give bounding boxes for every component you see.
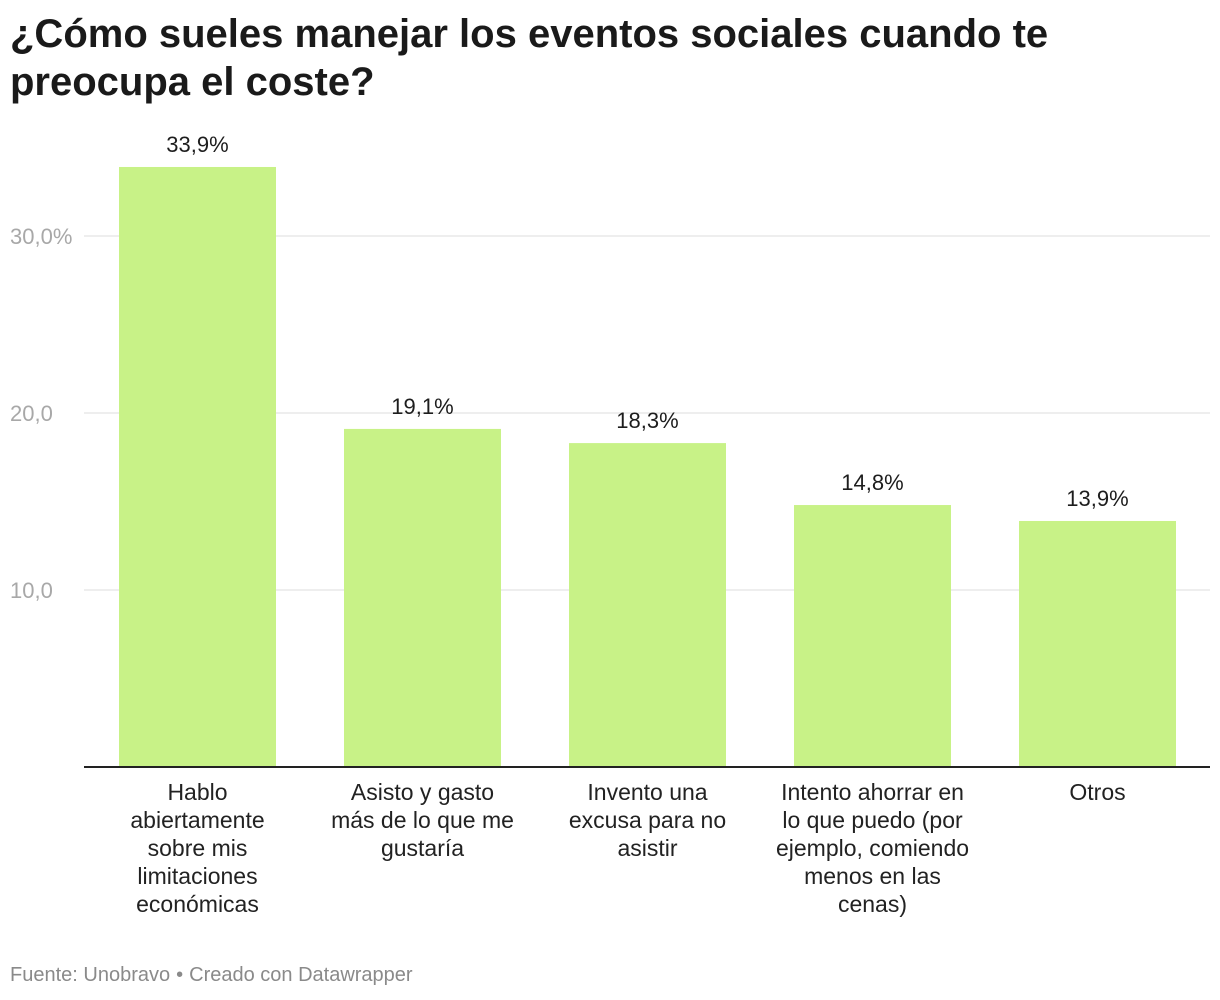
value-label: 13,9% <box>1066 486 1128 511</box>
bar <box>344 428 501 767</box>
category-label: Intento ahorrar en lo que puedo (por ejemp… <box>776 779 969 917</box>
category-label: Hablo abiertamente sobre mis limitaciones ec… <box>130 779 264 917</box>
bar <box>1019 520 1176 767</box>
y-tick-label: 20,0 <box>10 401 53 426</box>
bar <box>119 166 276 768</box>
value-labels: 33,9% 19,1% 18,3% 14,8% 13,9% <box>166 132 1128 511</box>
category-label: Asisto y gasto más de lo que me gustaría <box>331 779 514 861</box>
footer: Fuente: Unobravo • Creado con Datawrapper <box>10 964 413 987</box>
value-label: 18,3% <box>616 408 678 433</box>
bar <box>569 443 726 767</box>
separator: • <box>176 964 184 986</box>
bars <box>119 166 1176 768</box>
credit-text: Creado con Datawrapper <box>189 964 413 986</box>
y-tick-label: 10,0 <box>10 578 53 603</box>
value-label: 14,8% <box>841 470 903 495</box>
bar <box>794 505 951 767</box>
source-text: Fuente: Unobravo <box>10 964 171 986</box>
chart-title: ¿Cómo sueles manejar los eventos sociale… <box>10 12 1049 104</box>
category-label: Invento una excusa para no asistir <box>569 779 726 861</box>
value-label: 33,9% <box>166 132 228 157</box>
category-label: Otros <box>1069 779 1125 805</box>
value-label: 19,1% <box>391 394 453 419</box>
y-tick-label: 30,0% <box>10 224 72 249</box>
category-labels: Hablo abiertamente sobre mis limitaciones ec… <box>130 779 1125 917</box>
